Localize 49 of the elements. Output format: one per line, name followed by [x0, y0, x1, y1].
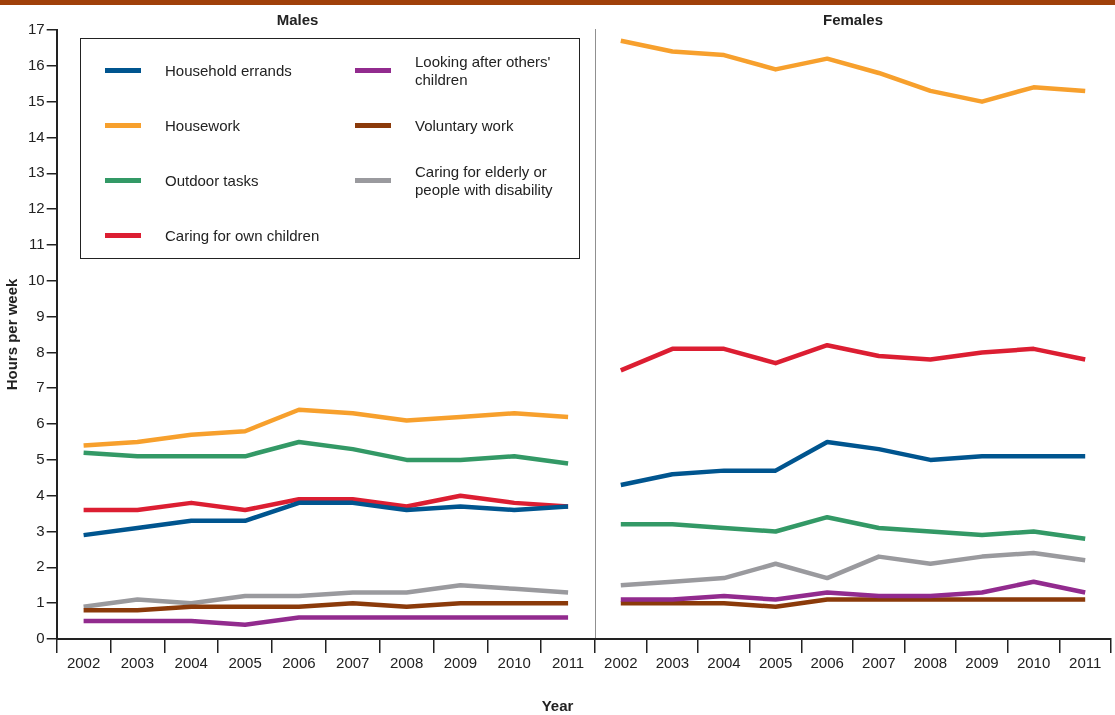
x-tick-label: 2003: [120, 654, 155, 672]
x-tick-label: 2008: [389, 654, 424, 672]
y-tick-label: 15: [28, 91, 45, 109]
legend-label: Caring for own children: [165, 226, 321, 245]
legend-label: Household errands: [165, 61, 293, 80]
x-axis-title: Year: [540, 697, 575, 714]
y-tick-label: 7: [36, 378, 45, 396]
x-tick-label: 2004: [707, 654, 741, 672]
x-tick-label: 2009: [443, 654, 478, 672]
y-tick-label: 10: [28, 270, 45, 288]
y-tick-label: 13: [28, 163, 45, 181]
x-tick-label: 2002: [604, 654, 638, 672]
y-tick-label: 0: [36, 629, 45, 647]
x-tick-label: 2009: [965, 654, 999, 672]
x-tick-label: 2005: [758, 654, 793, 672]
y-tick-label: 17: [28, 20, 45, 38]
legend-label: Caring for elderly or people with disability: [415, 162, 554, 199]
chart-title: Females: [822, 11, 884, 29]
x-tick-label: 2010: [1016, 654, 1051, 672]
y-tick-label: 4: [36, 485, 45, 503]
legend-label: Voluntary work: [415, 116, 515, 135]
legend-label: Housework: [165, 116, 242, 135]
y-tick-label: 11: [29, 235, 45, 253]
y-tick-label: 8: [36, 342, 45, 360]
y-tick-label: 1: [36, 593, 45, 611]
legend-label: Looking after others' children: [415, 52, 552, 89]
y-tick-label: 2: [36, 557, 45, 575]
x-tick-label: 2004: [174, 654, 208, 672]
y-tick-label: 16: [28, 55, 45, 73]
x-tick-label: 2003: [655, 654, 690, 672]
chart-title: Males: [276, 11, 319, 29]
y-tick-label: 5: [36, 450, 45, 468]
y-axis-title: Hours per week: [3, 277, 21, 391]
x-tick-label: 2006: [282, 654, 316, 672]
y-tick-label: 9: [36, 306, 45, 324]
y-tick-label: 12: [28, 199, 45, 217]
legend-label: Outdoor tasks: [165, 171, 260, 190]
x-tick-label: 2011: [1069, 654, 1102, 672]
x-tick-label: 2010: [497, 654, 531, 672]
x-tick-label: 2006: [810, 654, 844, 672]
x-tick-label: 2005: [228, 654, 262, 672]
x-tick-label: 2002: [66, 654, 101, 672]
y-tick-label: 14: [28, 127, 45, 145]
x-tick-label: 2007: [862, 654, 896, 672]
x-tick-label: 2011: [551, 654, 585, 672]
x-tick-label: 2008: [913, 654, 948, 672]
y-tick-label: 3: [36, 521, 45, 539]
y-tick-label: 6: [36, 414, 45, 432]
x-tick-label: 2007: [336, 654, 370, 672]
